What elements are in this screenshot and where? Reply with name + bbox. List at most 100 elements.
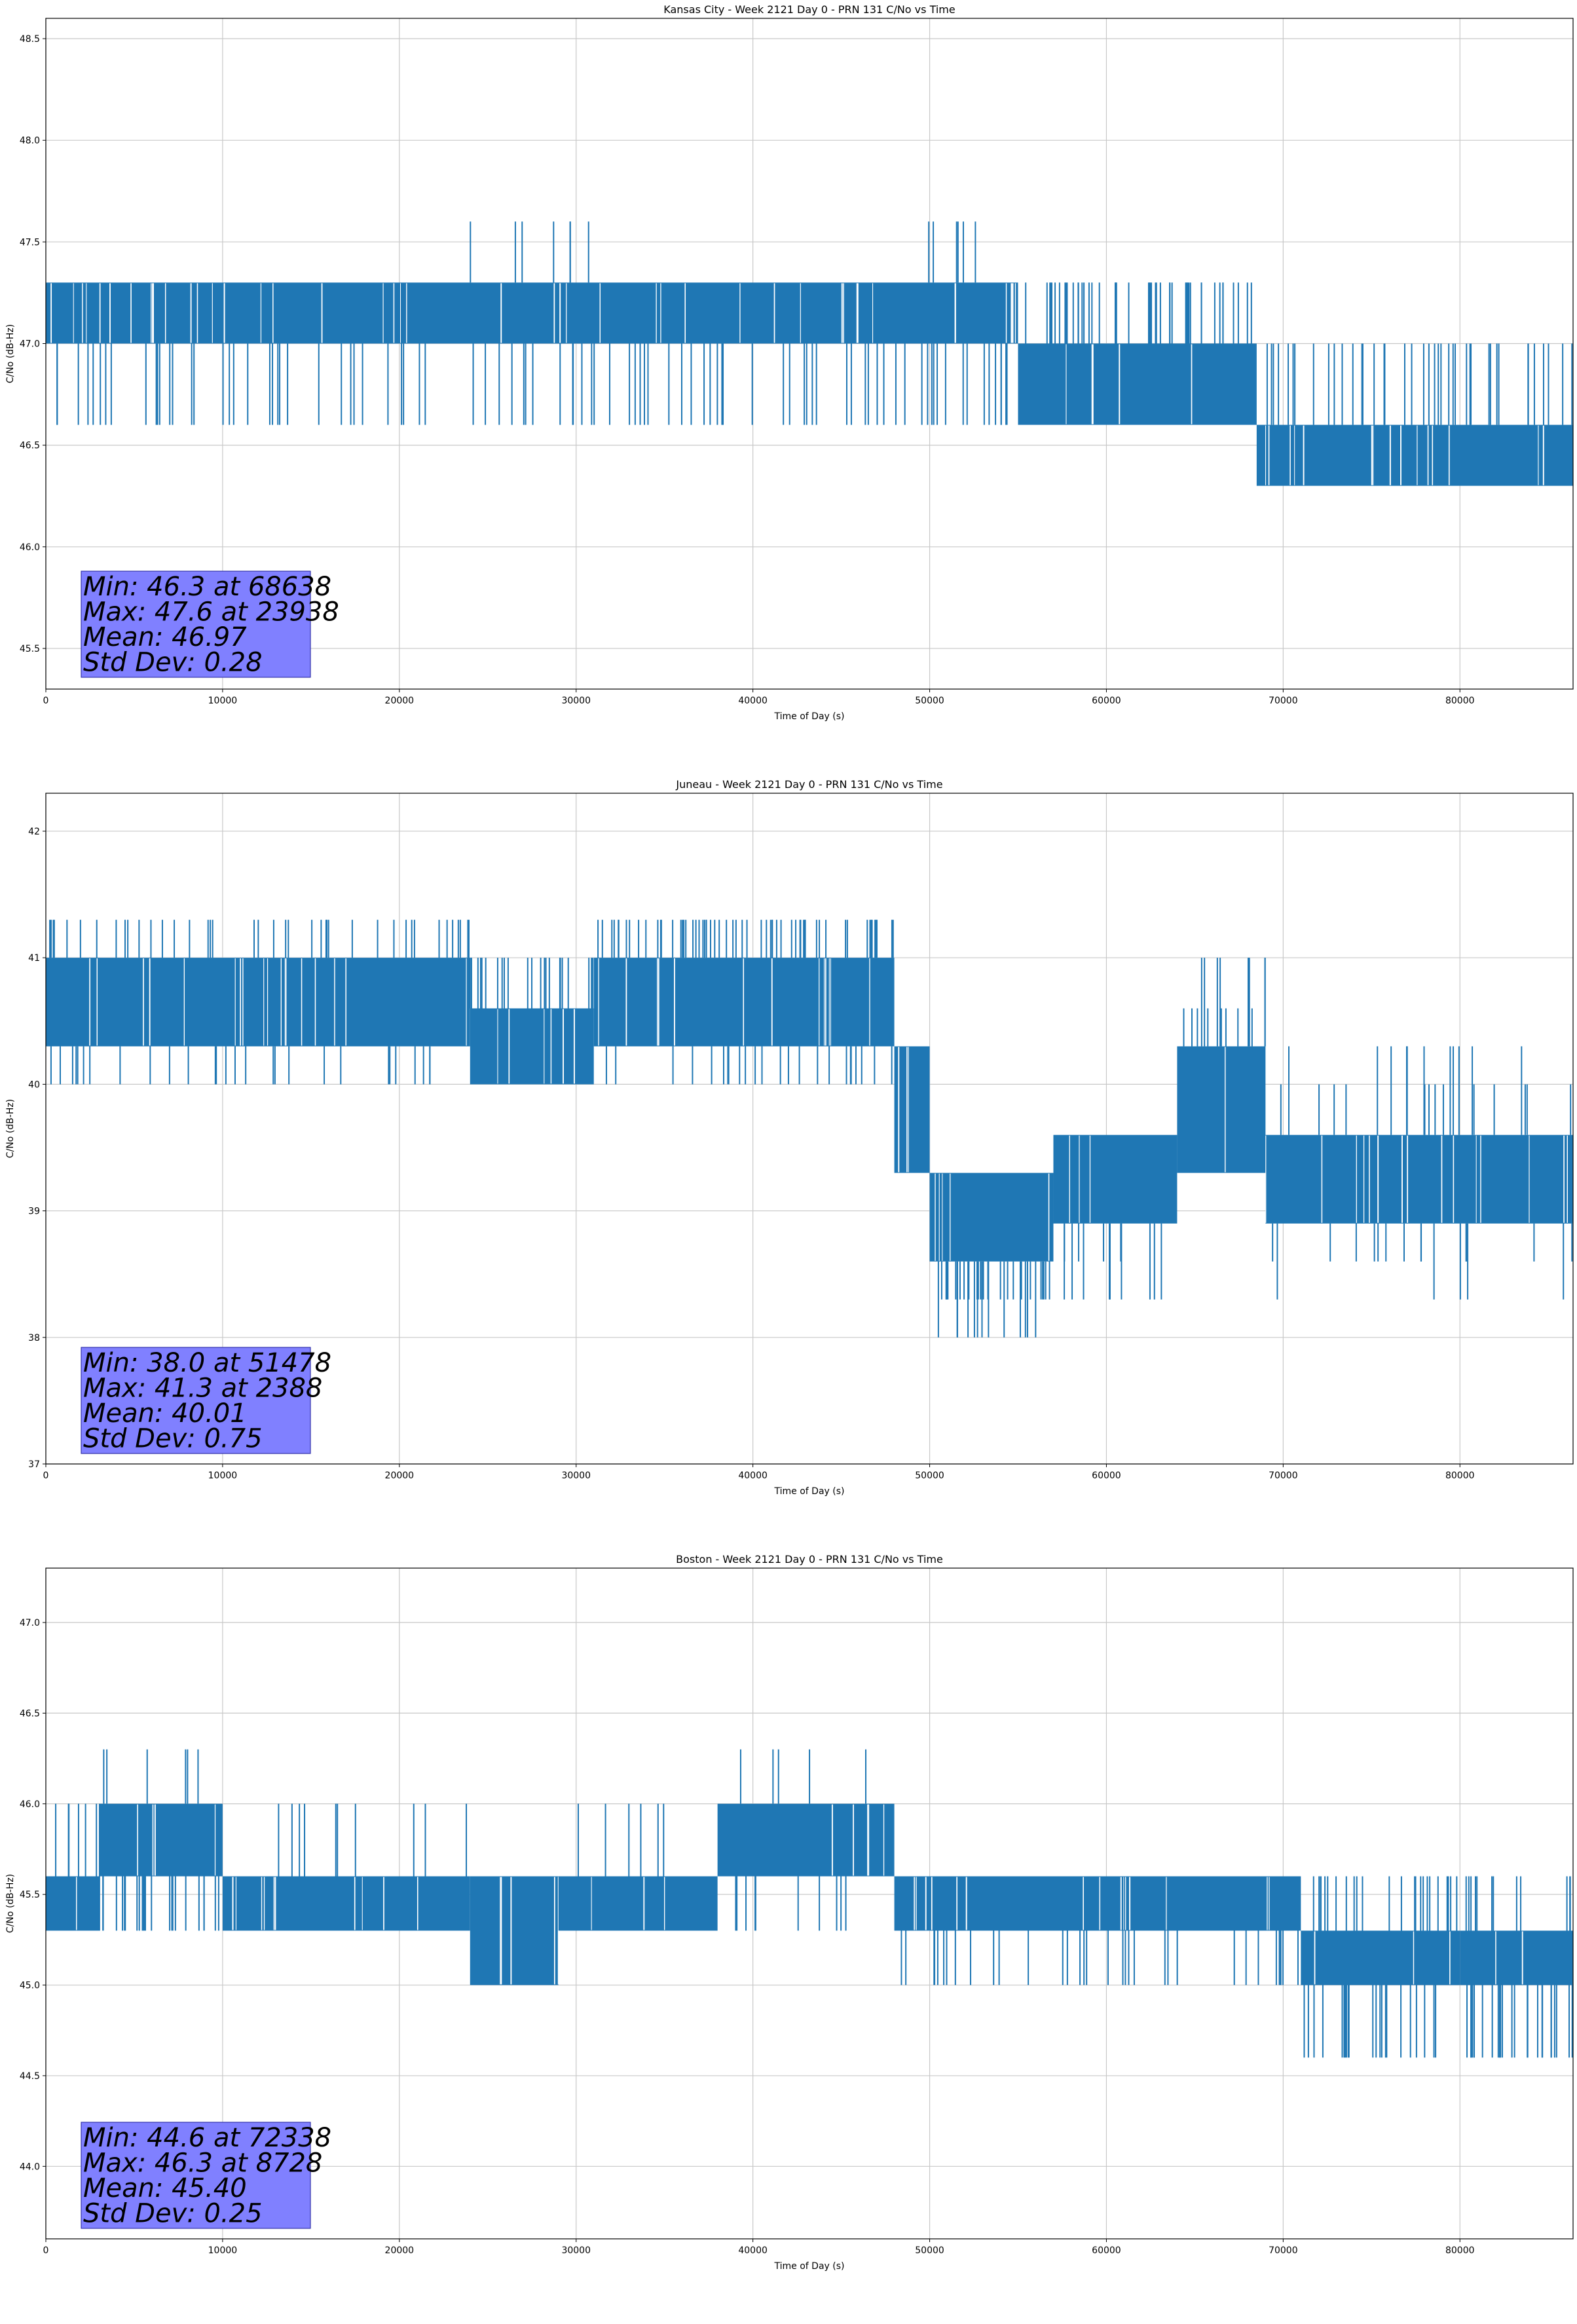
y-tick-label: 42 [28,827,40,837]
y-axis-label: C/No (dB-Hz) [5,324,16,383]
stats-line: Mean: 46.97 [83,622,247,652]
y-tick-label: 37 [28,1459,40,1470]
stats-line: Min: 38.0 at 51478 [83,1348,331,1378]
stats-line: Mean: 45.40 [83,2173,247,2203]
y-tick-label: 44.0 [20,2162,40,2172]
x-tick-label: 70000 [1269,2245,1298,2256]
data-band [593,958,895,1047]
x-tick-label: 10000 [208,2245,238,2256]
y-axis-label: C/No (dB-Hz) [5,1874,16,1933]
x-tick-label: 30000 [561,696,591,706]
data-band [929,1172,1054,1262]
chart-juneau: 0 10000 20000 30000 40000 50000 60000 70000 8000… [0,775,1577,1549]
y-tick-label: 47.0 [20,1618,40,1628]
x-tick-label: 20000 [385,696,415,706]
y-tick-label: 45.0 [20,1981,40,1991]
stats-line: Std Dev: 0.75 [83,1424,263,1454]
data-band [894,1876,1301,1931]
x-tick-label: 60000 [1092,1471,1121,1481]
y-tick-label: 45.5 [20,1890,40,1900]
x-tick-label: 0 [43,696,49,706]
data-band [1460,1930,1573,1985]
chart-kansas-city: 0 10000 20000 30000 40000 50000 60000 70000 8000… [0,0,1577,774]
x-axis-label: Time of Day (s) [774,1486,845,1497]
y-tick-label: 48.5 [20,34,40,45]
data-band [470,1876,559,1985]
data-band [1018,343,1257,425]
data-band [717,1803,895,1877]
y-tick-label: 47.0 [20,339,40,349]
x-tick-label: 80000 [1445,1471,1475,1481]
data-band [46,1876,99,1931]
data-band [1177,1046,1266,1173]
y-axis-label: C/No (dB-Hz) [5,1099,16,1158]
data-band [894,1046,930,1173]
stats-line: Max: 46.3 at 8728 [83,2148,322,2179]
data-band [1256,424,1573,486]
chart-title: Kansas City - Week 2121 Day 0 - PRN 131 … [663,3,955,16]
x-axis-label: Time of Day (s) [774,2261,845,2272]
x-tick-label: 70000 [1269,1471,1298,1481]
x-tick-label: 20000 [385,2245,415,2256]
x-tick-label: 0 [43,1471,49,1481]
x-tick-label: 40000 [738,696,768,706]
y-tick-label: 46.5 [20,441,40,451]
x-tick-label: 30000 [561,1471,591,1481]
chart-title: Boston - Week 2121 Day 0 - PRN 131 C/No … [676,1553,943,1565]
chart-svg: 0 10000 20000 30000 40000 50000 60000 70000 8000… [5,778,1574,1497]
plot-frame [45,18,1574,690]
chart-svg: 0 10000 20000 30000 40000 50000 60000 70000 8000… [5,3,1574,722]
x-tick-label: 40000 [738,1471,768,1481]
data-band [98,1803,223,1877]
x-tick-label: 30000 [561,2245,591,2256]
data-band [46,958,470,1047]
y-tick-label: 46.5 [20,1708,40,1719]
data-band [470,1008,594,1085]
y-tick-label: 45.5 [20,644,40,654]
stats-box-bg [81,571,311,678]
x-tick-label: 10000 [208,1471,238,1481]
stats-line: Max: 47.6 at 23938 [83,597,339,628]
y-tick-label: 39 [28,1207,40,1217]
y-tick-label: 48.0 [20,136,40,146]
x-tick-label: 70000 [1269,696,1298,706]
data-band [558,1876,718,1931]
x-tick-label: 80000 [1445,696,1475,706]
stats-line: Std Dev: 0.28 [83,648,263,678]
stats-line: Min: 44.6 at 72338 [83,2123,331,2153]
y-tick-label: 41 [28,953,40,964]
y-tick-label: 38 [28,1333,40,1343]
chart-title: Juneau - Week 2121 Day 0 - PRN 131 C/No … [675,778,942,791]
data-band [1053,1134,1178,1224]
x-tick-label: 80000 [1445,2245,1475,2256]
y-tick-label: 46.0 [20,542,40,553]
x-tick-label: 60000 [1092,696,1121,706]
x-axis-label: Time of Day (s) [774,711,845,722]
x-tick-label: 50000 [915,696,944,706]
plot-frame [45,1567,1574,2240]
stats-box-bg [81,2122,311,2229]
stats-line: Mean: 40.01 [83,1398,247,1429]
stats-box-bg [81,1347,311,1454]
data-band [46,282,1018,344]
chart-svg: 0 10000 20000 30000 40000 50000 60000 70000 8000… [5,1553,1574,2272]
x-tick-label: 60000 [1092,2245,1121,2256]
data-band [1265,1134,1573,1224]
data-band [222,1876,470,1931]
y-tick-label: 40 [28,1079,40,1090]
y-tick-label: 44.5 [20,2071,40,2082]
series-cno [46,920,1573,1338]
x-tick-label: 40000 [738,2245,768,2256]
x-tick-label: 50000 [915,1471,944,1481]
data-band [1301,1930,1460,1985]
chart-boston: 0 10000 20000 30000 40000 50000 60000 70000 8000… [0,1550,1577,2324]
x-tick-label: 10000 [208,696,238,706]
stats-line: Max: 41.3 at 2388 [83,1374,322,1404]
plot-frame [45,793,1574,1465]
y-tick-label: 46.0 [20,1799,40,1810]
x-tick-label: 50000 [915,2245,944,2256]
y-tick-label: 47.5 [20,237,40,248]
